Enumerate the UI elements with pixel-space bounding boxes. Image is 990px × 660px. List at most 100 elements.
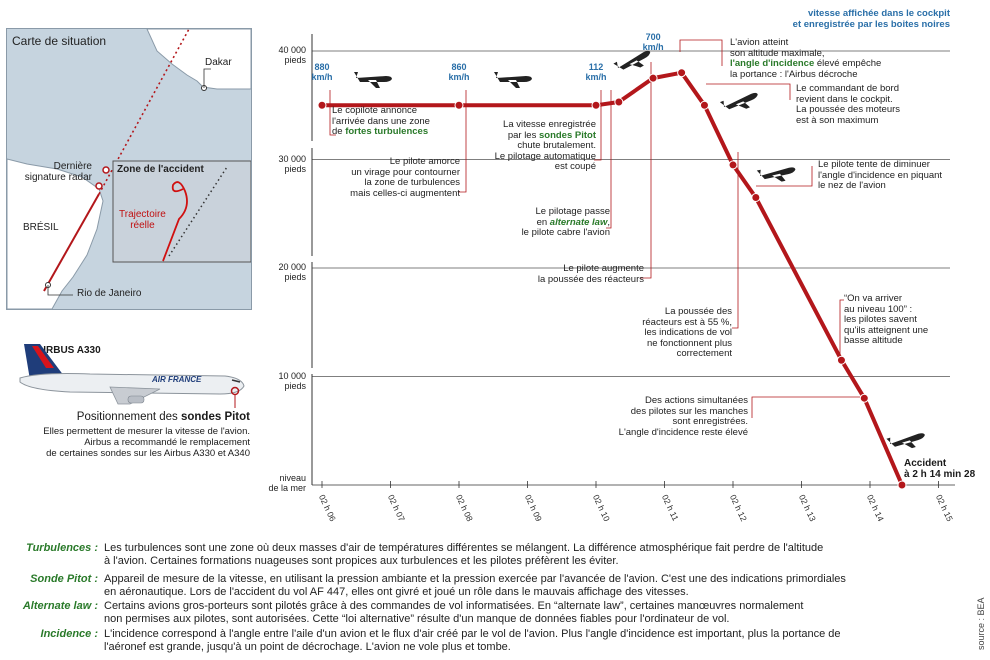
curve-point-4 [648, 73, 658, 83]
pitot-description: Elles permettent de mesurer la vitesse d… [43, 426, 250, 459]
airbus-title: AIRBUS A330 [36, 345, 101, 356]
y-tick-label-4: niveau de la mer [268, 473, 306, 493]
annotation-a2: Le pilote amorce un virage pour contourn… [340, 156, 460, 199]
map-title: Carte de situation [12, 34, 107, 48]
source-credit: source : BEA [976, 597, 986, 650]
glossary-term-0: Turbulences : [26, 542, 98, 554]
annotation-text: Le pilote tente de diminuer l'angle d'in… [818, 159, 943, 191]
curve-point-10 [859, 393, 869, 403]
header-note: vitesse affichée dans le cockpit et enre… [792, 8, 950, 30]
speed-unit: km/h [642, 42, 664, 52]
plane-icon-5 [886, 433, 925, 449]
annotation-text: élevé empêche la portance : l'Airbus déc… [730, 58, 882, 80]
y-tick-label-1: 30 000 pieds [278, 153, 306, 174]
annotation-leader-1 [458, 90, 467, 193]
glossary-definition-2: Certains avions gros-porteurs sont pilot… [104, 600, 804, 625]
annotation-a4: Le pilotage passe en alternate law, le p… [500, 206, 610, 239]
annotation-a10: “On va arriver au niveau 100” : les pilo… [844, 293, 929, 347]
speed-label-0: 880 km/h [302, 62, 342, 82]
glossary-definition-0: Les turbulences sont une zone où deux ma… [104, 542, 824, 567]
airbus-livery: AIR FRANCE [152, 375, 202, 384]
y-tick-label-2: 20 000 pieds [278, 262, 306, 282]
plane-icon-4 [756, 167, 796, 182]
annotation-a1: Le copilote annonce l'arrivée dans une z… [332, 105, 430, 138]
altitude-curve [320, 70, 904, 487]
curve-point-5 [677, 68, 687, 78]
annotation-a9: Le pilote tente de diminuer l'angle d'in… [818, 159, 943, 192]
annotation-a3: La vitesse enregistrée par les sondes Pi… [484, 119, 596, 173]
real-trajectory [162, 181, 188, 262]
annotation-text: L'avion atteint son altitude maximale, [730, 37, 825, 59]
glossary-definition-1: Appareil de mesure de la vitesse, en uti… [104, 573, 846, 598]
crash-label-time: à 2 h 14 min 28 [904, 469, 976, 480]
annotation-text: fortes turbulences [345, 126, 429, 137]
speed-value: 860 [451, 62, 467, 72]
plane-icon-3 [719, 92, 758, 110]
annotation-text: chute brutalement. Le pilotage automatiq… [494, 140, 596, 172]
annotation-text: l'angle d'incidence [730, 58, 815, 69]
annotation-text: , le pilote cabre l'avion [521, 216, 610, 238]
map-label-last-radar: Dernière signature radar [24, 161, 92, 183]
annotation-a11: Des actions simultanées des pilotes sur … [604, 395, 748, 438]
annotation-leaders [329, 39, 860, 418]
pitot-heading-prefix: Positionnement des [76, 411, 181, 423]
map-label-bresil: BRÉSIL [23, 222, 59, 233]
plane-icon-2 [613, 50, 651, 70]
annotation-text: alternate law [549, 216, 608, 228]
y-tick-label-0: 40 000 pieds [278, 45, 306, 65]
glossary-term-3: Incidence : [40, 628, 98, 640]
plane-icon-1 [494, 72, 532, 88]
curve-point-1 [454, 100, 464, 110]
annotation-leader-6 [706, 83, 791, 100]
curve-point-11 [897, 480, 907, 490]
inset-title: Zone de l'accident [117, 164, 204, 175]
annotation-text: Le copilote annonce l'arrivée dans une z… [332, 105, 430, 137]
annotation-leader-4 [640, 62, 652, 279]
speed-unit: km/h [311, 72, 333, 82]
annotation-text: Le commandant de bord revient dans le co… [796, 83, 901, 126]
y-tick-label-3: 10 000 pieds [278, 370, 306, 391]
accident-zone-inset [112, 160, 251, 263]
pitot-heading: Positionnement des sondes Pitot [10, 411, 250, 423]
plane-icon-0 [354, 72, 392, 88]
curve-points [317, 68, 907, 490]
annotation-text: sondes Pitot [538, 129, 596, 141]
glossary-term-1: Sonde Pitot : [30, 573, 98, 585]
airbus-panel: AIRBUS A330 AIR FRANCE Positionnement de… [10, 342, 260, 462]
annotation-a8: La poussée des réacteurs est à 55 %, les… [628, 306, 732, 360]
curve-point-0 [317, 100, 327, 110]
fuselage [19, 373, 245, 395]
speed-label-2: 112 km/h [576, 62, 616, 82]
curve-point-6 [699, 100, 709, 110]
glossary-definition-3: L'incidence correspond à l'angle entre l… [104, 628, 841, 653]
curve-point-7 [728, 160, 738, 170]
map-label-rio: Rio de Janeiro [77, 288, 142, 299]
annotation-leader-5 [679, 39, 723, 66]
speed-value: 700 [645, 32, 661, 42]
annotation-a7: Le commandant de bord revient dans le co… [796, 83, 901, 126]
last-radar-marker [95, 182, 103, 190]
curve-point-9 [836, 355, 846, 365]
pitot-heading-bold: sondes Pitot [180, 411, 250, 423]
wing [109, 386, 161, 405]
situation-map: Dakar Dernière signature radar BRÉSIL Ri… [6, 28, 252, 310]
altitude-chart [311, 34, 955, 490]
africa-landmass [146, 29, 251, 90]
speed-value: 880 [314, 62, 330, 72]
annotation-leader-7 [732, 152, 739, 329]
crash-label-title: Accident [904, 458, 947, 469]
inset-trajectory-label: Trajectoire réelle [119, 209, 166, 231]
flight-path [43, 193, 100, 292]
annotation-leader-10 [751, 396, 860, 418]
map-label-dakar: Dakar [205, 57, 232, 68]
speed-unit: km/h [448, 72, 470, 82]
plane-icons [354, 50, 925, 449]
pitot-probe-marker [230, 386, 240, 396]
airbus-illustration [19, 344, 245, 408]
annotation-a5: Le pilote augmente la poussée des réacte… [520, 263, 644, 285]
accident-marker [102, 166, 110, 174]
annotation-leader-8 [756, 166, 813, 187]
speed-value: 112 [588, 62, 604, 72]
annotation-text: “On va arriver au niveau 100” : les pilo… [844, 293, 929, 346]
brazil-landmass [7, 158, 104, 309]
